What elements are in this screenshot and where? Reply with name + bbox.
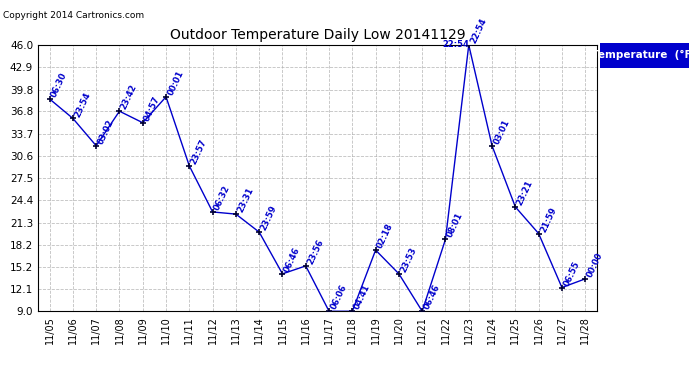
Text: 02:18: 02:18 [375,222,395,250]
Text: 23:42: 23:42 [119,83,139,111]
Text: 06:32: 06:32 [213,184,232,212]
Text: 23:21: 23:21 [515,179,535,207]
Text: 23:56: 23:56 [306,238,325,266]
Text: 21:59: 21:59 [539,206,558,234]
Title: Outdoor Temperature Daily Low 20141129: Outdoor Temperature Daily Low 20141129 [170,28,465,42]
Text: 04:57: 04:57 [143,95,162,123]
Text: 06:46: 06:46 [422,283,442,311]
Text: 22:54: 22:54 [469,17,489,45]
Text: 00:00: 00:00 [585,251,604,279]
Text: 22:54: 22:54 [442,40,469,50]
Text: 06:30: 06:30 [50,71,69,99]
Text: 08:01: 08:01 [446,211,465,239]
Text: 23:57: 23:57 [189,138,209,166]
Text: Temperature  (°F): Temperature (°F) [592,50,690,60]
Text: 23:54: 23:54 [73,90,92,118]
Text: 00:01: 00:01 [166,69,186,97]
Text: 03:02: 03:02 [96,118,115,146]
Text: 06:06: 06:06 [329,284,348,311]
Text: 23:59: 23:59 [259,204,279,232]
Text: 04:41: 04:41 [353,283,372,311]
Text: Copyright 2014 Cartronics.com: Copyright 2014 Cartronics.com [3,11,145,20]
Text: 23:53: 23:53 [399,246,418,274]
Text: 03:01: 03:01 [492,118,511,146]
Text: 23:31: 23:31 [236,186,255,214]
Text: 06:55: 06:55 [562,260,582,288]
Text: 06:46: 06:46 [282,246,302,274]
